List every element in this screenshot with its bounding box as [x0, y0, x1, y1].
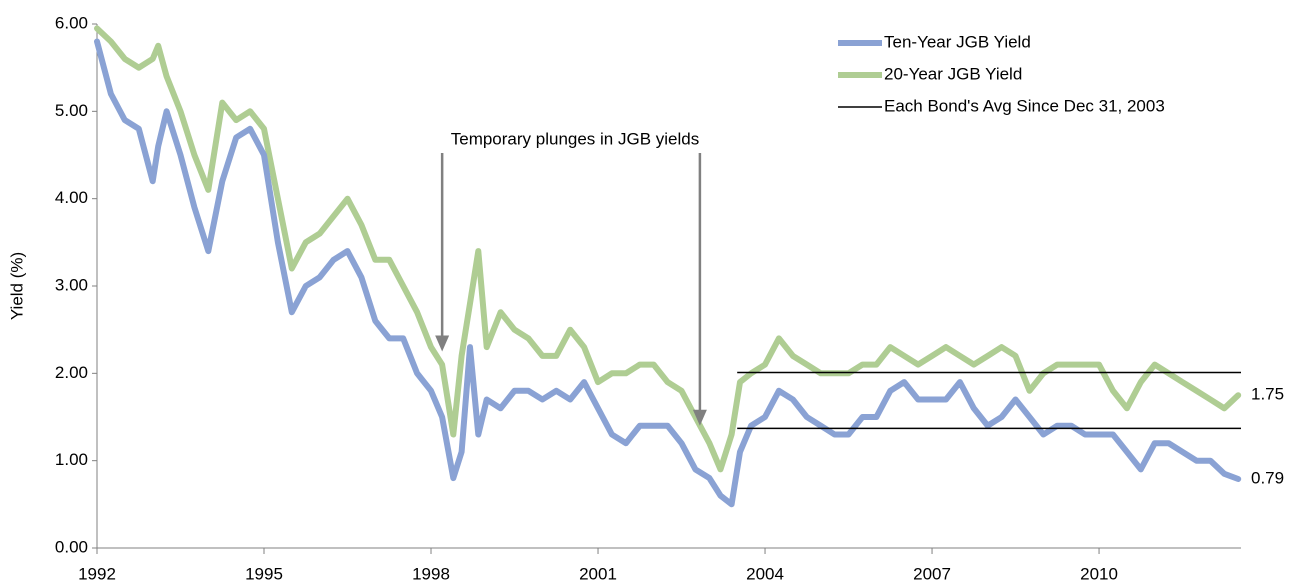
y-axis-label: Yield (%) — [7, 252, 26, 320]
y-tick-label: 5.00 — [55, 101, 88, 120]
y-tick-label: 2.00 — [55, 363, 88, 382]
x-tick-label: 2010 — [1080, 564, 1118, 583]
legend-label: Ten-Year JGB Yield — [884, 32, 1031, 51]
end-label: 0.79 — [1251, 468, 1284, 487]
legend-label: Each Bond's Avg Since Dec 31, 2003 — [884, 96, 1165, 115]
x-tick-label: 1992 — [78, 564, 116, 583]
y-tick-label: 4.00 — [55, 188, 88, 207]
x-tick-label: 2001 — [579, 564, 617, 583]
x-tick-label: 1998 — [412, 564, 450, 583]
annotation-text: Temporary plunges in JGB yields — [451, 129, 700, 148]
arrow-head — [435, 335, 450, 352]
x-tick-label: 1995 — [245, 564, 283, 583]
end-label: 1.75 — [1251, 385, 1284, 404]
series-line — [94, 25, 1242, 473]
x-tick-label: 2007 — [913, 564, 951, 583]
y-tick-label: 1.00 — [55, 450, 88, 469]
arrow-head — [692, 409, 707, 426]
y-tick-label: 6.00 — [55, 13, 88, 32]
y-tick-label: 0.00 — [55, 537, 88, 556]
x-tick-label: 2004 — [746, 564, 784, 583]
legend-label: 20-Year JGB Yield — [884, 64, 1022, 83]
y-tick-label: 3.00 — [55, 275, 88, 294]
